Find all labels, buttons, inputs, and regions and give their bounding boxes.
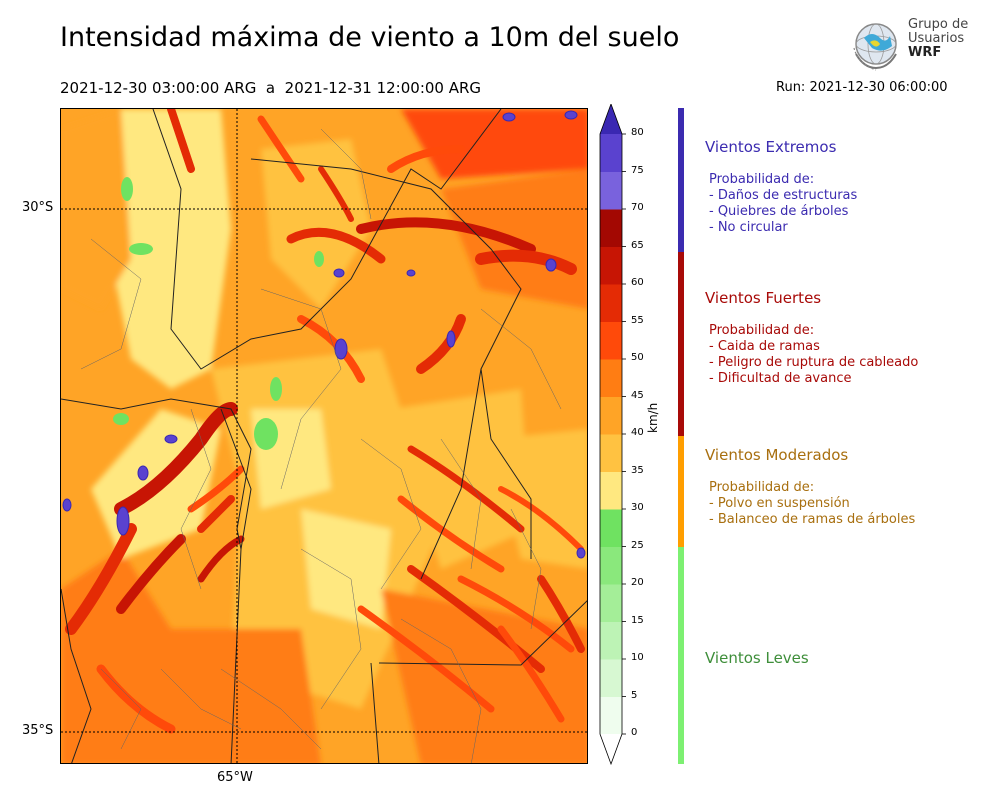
colorbar-tick-label: 75 — [631, 164, 644, 176]
colorbar-band — [600, 509, 622, 547]
category-title-leves: Vientos Leves — [705, 649, 809, 667]
lat-label-30s: 30°S — [22, 200, 54, 215]
wind-map — [60, 108, 588, 764]
logo-line3: WRF — [908, 45, 942, 60]
colorbar-tick-label: 50 — [631, 352, 644, 363]
colorbar-band — [600, 471, 622, 510]
colorbar-tick-label: 55 — [631, 314, 644, 326]
colorbar-tick-label: 30 — [631, 502, 644, 513]
category-desc-extremos: Probabilidad de: - Daños de estructuras … — [709, 172, 857, 236]
colorbar-tick-label: 65 — [631, 239, 644, 251]
desc-line: - Polvo en suspensión — [709, 496, 850, 511]
colorbar — [599, 104, 626, 766]
lat-label-35s: 35°S — [22, 723, 54, 738]
desc-line: - Daños de estructuras — [709, 188, 858, 203]
colorbar-tick-label: 70 — [631, 202, 644, 213]
graticule-lines — [61, 109, 587, 763]
category-title-extremos: Vientos Extremos — [705, 138, 837, 156]
colorbar-band — [600, 434, 622, 472]
chart-title: Intensidad máxima de viento a 10m del su… — [60, 22, 680, 53]
colorbar-band — [600, 209, 622, 247]
colorbar-tick-label: 60 — [631, 277, 644, 288]
desc-line: - Caida de ramas — [709, 339, 820, 354]
colorbar-band — [600, 584, 622, 622]
desc-line: - No circular — [709, 220, 788, 235]
desc-line: - Balanceo de ramas de árboles — [709, 512, 916, 527]
colorbar-tick-label: 80 — [631, 127, 644, 138]
colorbar-band — [600, 321, 622, 360]
colorbar-min-arrow — [600, 734, 622, 764]
desc-line: Probabilidad de: — [709, 172, 815, 187]
colorbar-tick-label: 20 — [631, 577, 644, 588]
desc-line: Probabilidad de: — [709, 480, 815, 495]
colorbar-tick-label: 35 — [631, 464, 644, 476]
run-label: Run: 2021-12-30 06:00:00 — [776, 80, 948, 95]
category-title-fuertes: Vientos Fuertes — [705, 289, 822, 307]
desc-line: - Dificultad de avance — [709, 371, 852, 386]
department-borders — [80, 128, 562, 763]
colorbar-tick-label: 45 — [631, 389, 644, 401]
colorbar-band — [600, 171, 622, 210]
colorbar-band — [600, 396, 622, 435]
colorbar-band — [600, 696, 622, 735]
colorbar-tick-label: 0 — [631, 727, 638, 738]
colorbar-band — [600, 546, 622, 585]
colorbar-band — [600, 659, 622, 697]
colorbar-band — [600, 284, 622, 322]
colorbar-unit-label: km/h — [646, 402, 660, 433]
green-patches — [113, 177, 324, 450]
colorbar-tick-label: 15 — [631, 614, 644, 626]
colorbar-tick-label: 40 — [631, 427, 644, 438]
category-bar — [678, 108, 684, 252]
wind-field-layer — [61, 109, 587, 763]
wind-field-svg — [61, 109, 587, 763]
logo-line1: Grupo de — [908, 17, 969, 32]
colorbar-band — [600, 621, 622, 660]
desc-line: Probabilidad de: — [709, 323, 815, 338]
logo-line2: Usuarios — [908, 31, 965, 46]
colorbar-band — [600, 246, 622, 285]
colorbar-tick-label: 10 — [631, 652, 644, 663]
category-bar — [678, 436, 684, 547]
desc-line: - Peligro de ruptura de cableado — [709, 355, 919, 370]
colorbar-band — [600, 134, 622, 172]
desc-line: - Quiebres de árboles — [709, 204, 849, 219]
colorbar-band — [600, 359, 622, 397]
extreme-wind-cores — [62, 110, 586, 559]
wind-streaks — [65, 109, 585, 734]
category-title-moderados: Vientos Moderados — [705, 446, 849, 464]
category-desc-fuertes: Probabilidad de: - Caida de ramas - Peli… — [709, 323, 918, 387]
category-bar — [678, 252, 684, 436]
colorbar-tick-label: 25 — [631, 539, 644, 551]
globe-logo-icon — [853, 23, 897, 71]
time-range-subtitle: 2021-12-30 03:00:00 ARG a 2021-12-31 12:… — [60, 79, 482, 97]
lon-label-65w: 65°W — [217, 770, 253, 785]
province-borders — [61, 109, 587, 763]
category-bar — [678, 547, 684, 764]
colorbar-tick-label: 5 — [631, 689, 638, 701]
category-desc-moderados: Probabilidad de: - Polvo en suspensión -… — [709, 480, 915, 528]
wrf-logo: Grupo de Usuarios WRF — [848, 16, 978, 72]
colorbar-max-arrow — [600, 104, 622, 134]
